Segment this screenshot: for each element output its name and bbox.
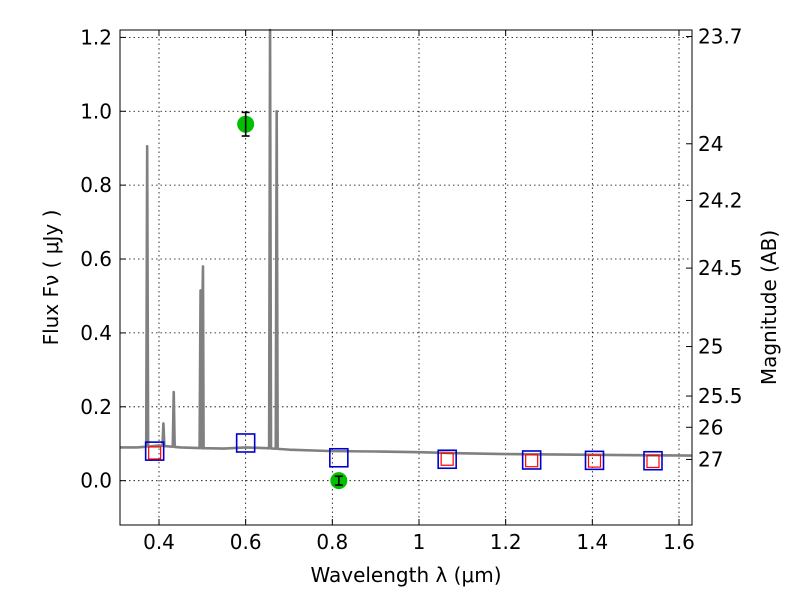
plot-frame: [119, 29, 693, 526]
model-point-blue: [235, 433, 256, 453]
y-tick-label: 0.0: [80, 469, 112, 493]
tick-layer: 0.4 0.6 0.8 1 1.2 1.4 1.6 0.0 0.2 0.4 0.6 0.8 1.0 1.2…: [80, 25, 742, 554]
x-tick-label: 1: [413, 530, 426, 554]
model-point-blue: [329, 447, 349, 468]
y-tick-label: 1.2: [80, 25, 112, 49]
model-point-blue: [584, 450, 605, 471]
y-tick-label: 0.4: [80, 321, 112, 345]
model-point-blue: [437, 449, 457, 470]
x-axis-title: Wavelength λ (μm): [310, 563, 501, 587]
y2-tick-label: 25: [698, 335, 723, 359]
x-tick-label: 0.4: [143, 530, 175, 554]
y-tick-label: 0.2: [80, 395, 112, 419]
model-point-blue: [521, 450, 542, 470]
x-tick-label: 1.6: [663, 530, 695, 554]
x-tick-label: 0.6: [230, 530, 262, 554]
y2-tick-label: 23.7: [698, 25, 743, 49]
model-point-red: [440, 452, 454, 466]
y2-tick-label: 24.2: [698, 188, 743, 212]
y-axis-title: Flux Fν ( μJy ): [39, 210, 63, 346]
model-point-red: [525, 454, 539, 468]
model-point-blue: [144, 441, 165, 461]
model-point-red: [148, 446, 162, 460]
y2-tick-label: 26: [698, 415, 723, 439]
y2-tick-label: 24: [698, 132, 723, 156]
marker-layer: [144, 111, 663, 490]
grid: [120, 30, 692, 525]
y-tick-label: 0.6: [80, 247, 112, 271]
x-tick-label: 1.2: [490, 530, 522, 554]
x-tick-label: 0.8: [316, 530, 348, 554]
model-point-red: [646, 454, 660, 469]
y-tick-label: 1.0: [80, 99, 112, 123]
model-point-blue: [643, 450, 663, 471]
x-tick-label: 1.4: [576, 530, 608, 554]
model-point-red: [587, 454, 602, 468]
spectrum-line: [120, 28, 693, 457]
spectrum-layer: [120, 28, 693, 457]
y2-axis-title: Magnitude (AB): [757, 230, 781, 385]
y-tick-label: 0.8: [80, 173, 112, 197]
y2-tick-label: 25.5: [698, 384, 743, 408]
y2-tick-label: 24.5: [698, 256, 743, 280]
y2-tick-label: 27: [698, 447, 723, 471]
